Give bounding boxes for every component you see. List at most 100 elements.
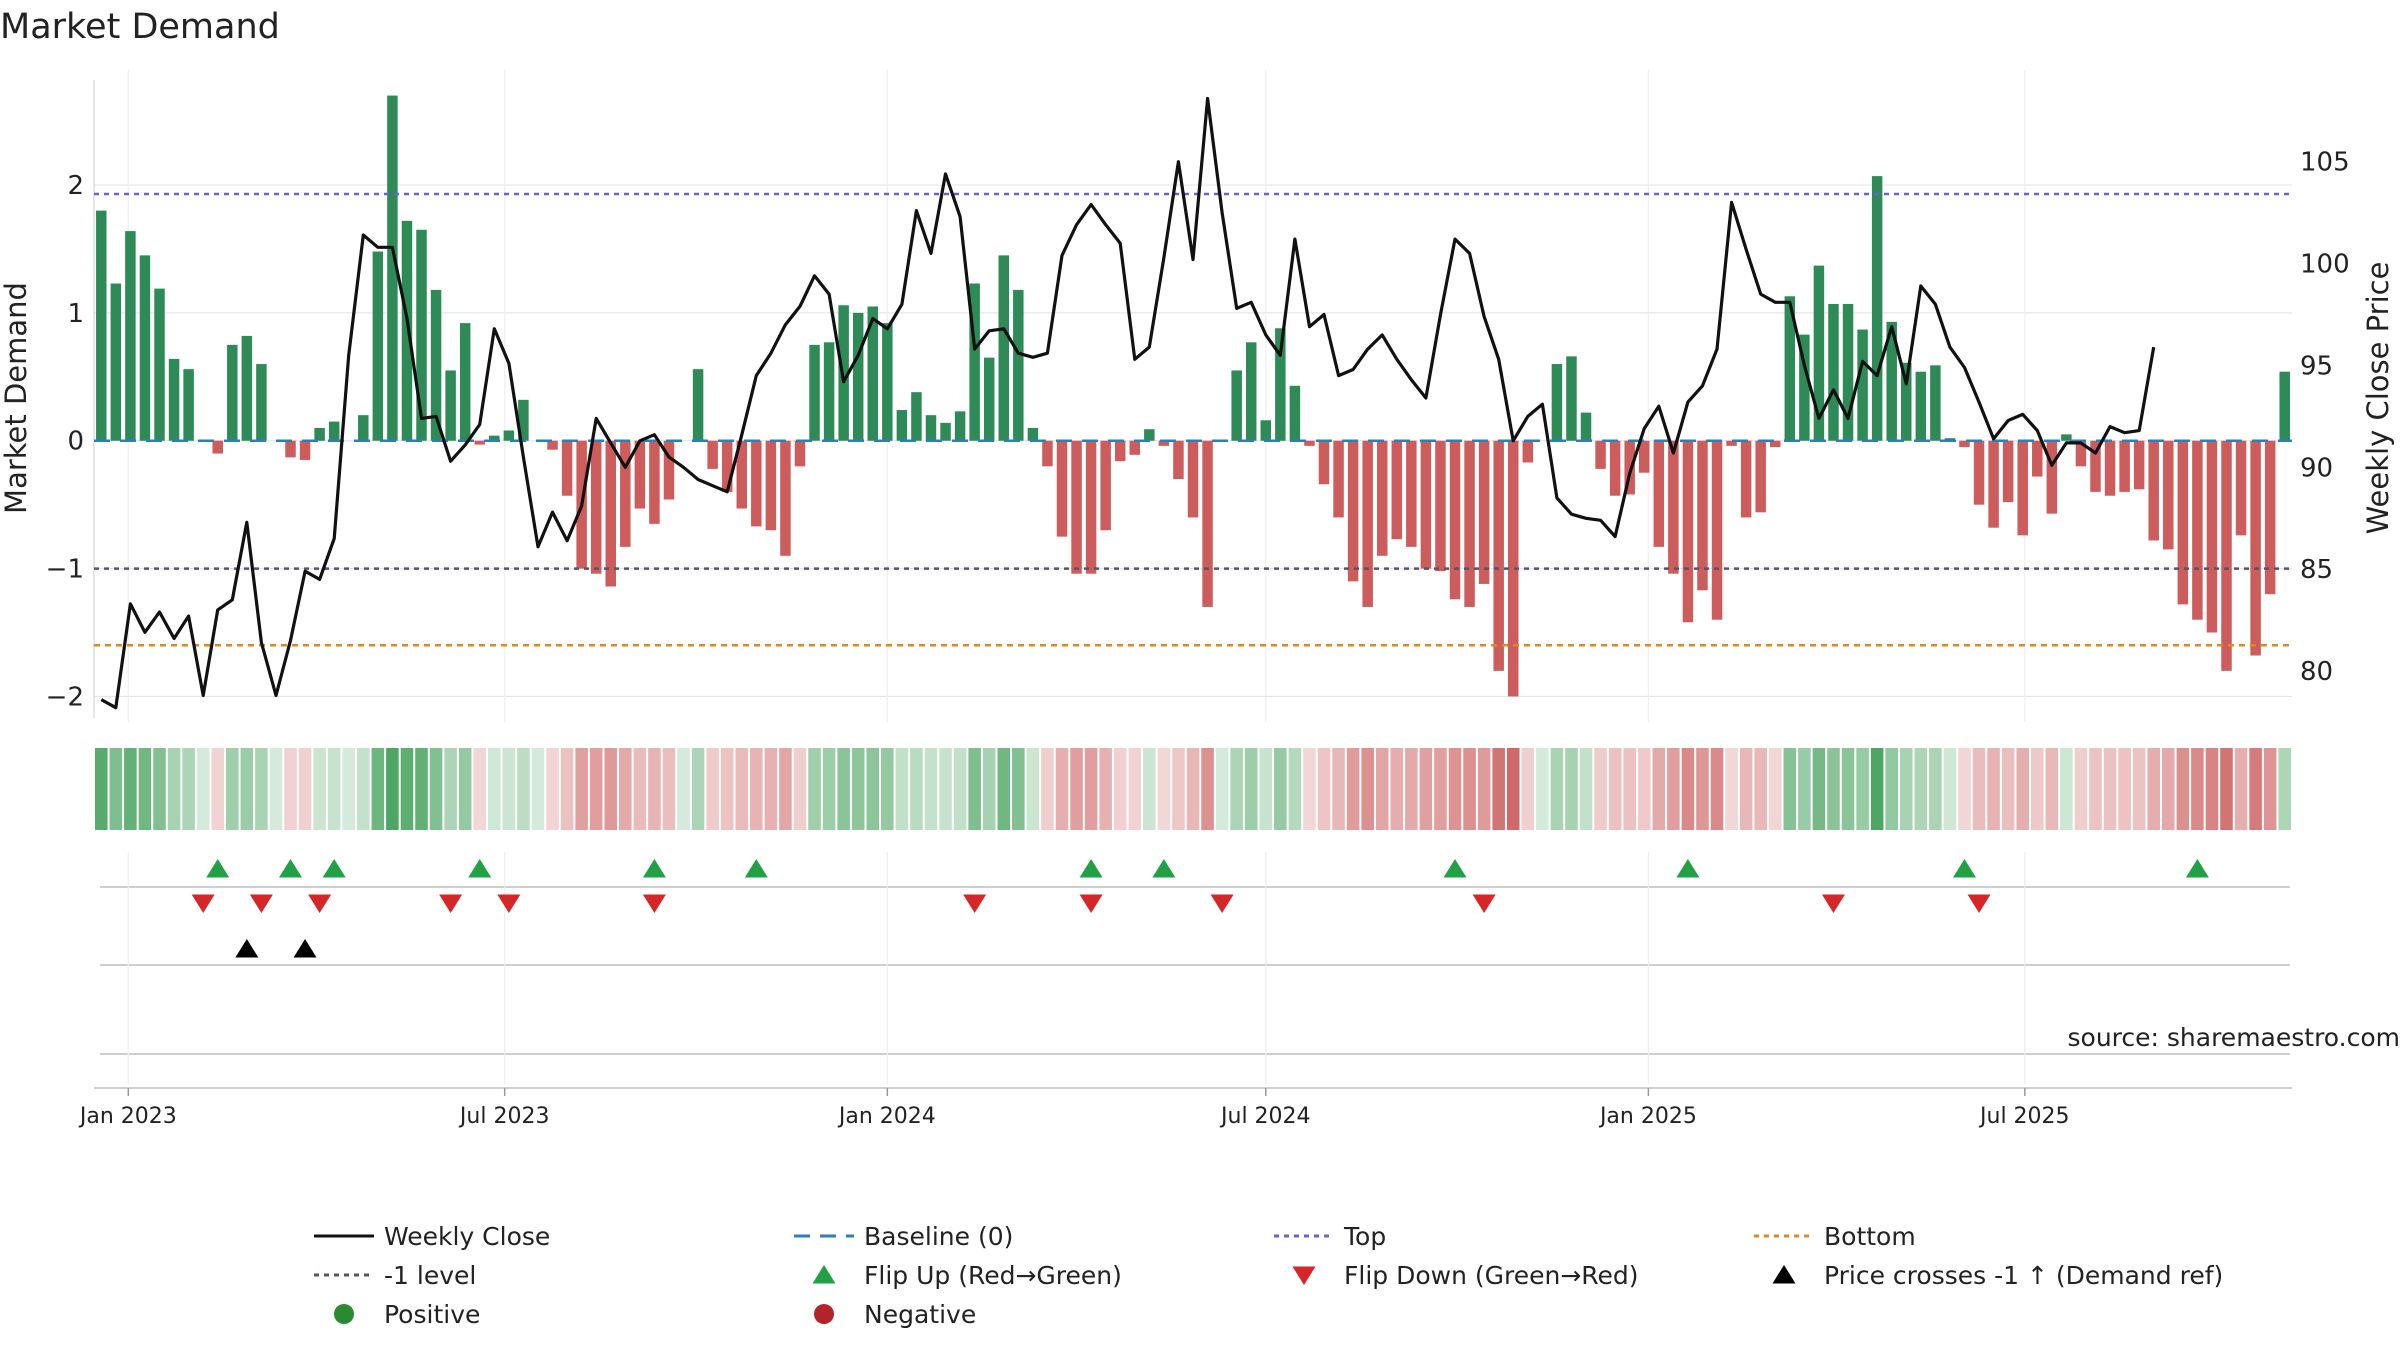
heat-cell <box>429 748 443 830</box>
demand-bar <box>1144 429 1155 441</box>
heat-cell <box>910 748 923 830</box>
flip-up-marker <box>1152 859 1176 878</box>
demand-bar <box>430 289 442 441</box>
heat-cell <box>1099 748 1112 830</box>
heat-cell <box>2016 748 2029 830</box>
flip-up-marker <box>1079 859 1103 878</box>
demand-bar <box>2163 440 2174 550</box>
heat-cell <box>1521 748 1535 830</box>
demand-bar <box>983 357 995 441</box>
heat-cell <box>881 748 894 830</box>
demand-bar <box>227 344 238 441</box>
demand-bar <box>1609 440 1621 496</box>
demand-bar <box>1959 440 1970 448</box>
y-axis-label: Market Demand <box>0 282 33 514</box>
heat-cell <box>1012 748 1025 830</box>
heat-cell <box>1492 748 1505 830</box>
heat-cell <box>2132 748 2146 830</box>
demand-bar <box>328 421 340 441</box>
demand-bar <box>1260 420 1272 441</box>
y-tick-label: 1 <box>67 299 84 329</box>
demand-bar <box>736 440 747 509</box>
heat-cell <box>895 748 909 830</box>
demand-bar <box>2221 440 2232 671</box>
demand-bar <box>1275 328 1286 441</box>
flip-up-marker <box>206 859 230 878</box>
legend: Weekly Close Baseline (0) Top Bottom -1 leve… <box>314 1222 2223 1329</box>
demand-bar <box>445 370 456 441</box>
demand-bar <box>1478 440 1490 584</box>
heat-cell <box>502 748 516 830</box>
demand-bar <box>299 440 311 460</box>
demand-bar <box>518 399 529 441</box>
heat-cell <box>124 748 137 830</box>
demand-bar <box>1697 440 1708 591</box>
heat-cell <box>575 748 588 830</box>
heat-cell <box>851 748 865 830</box>
heat-cell <box>517 748 530 830</box>
flip-down-marker <box>1079 894 1103 913</box>
demand-bar <box>1668 440 1679 574</box>
demand-bar <box>2046 440 2058 514</box>
y2-tick-label: 100 <box>2300 250 2350 280</box>
demand-bar <box>2061 434 2072 441</box>
event-marker-rows <box>94 852 2292 1089</box>
demand-bar <box>154 288 165 441</box>
heat-cell <box>1929 748 1942 830</box>
demand-bar <box>547 440 558 450</box>
demand-bar <box>751 440 762 527</box>
heat-cell <box>1594 748 1607 830</box>
legend-label: -1 level <box>384 1261 476 1290</box>
demand-bar <box>1449 440 1461 600</box>
heat-cell <box>1157 748 1171 830</box>
heat-cell <box>1448 748 1462 830</box>
flip-down-marker <box>963 894 987 913</box>
heat-cell <box>473 748 487 830</box>
demand-bar <box>765 440 777 531</box>
heat-cell <box>1405 748 1418 830</box>
demand-bar <box>590 440 602 574</box>
heat-cell <box>1536 748 1549 830</box>
price-cross-marker <box>293 939 317 958</box>
heat-cell <box>1725 748 1738 830</box>
legend-label: Positive <box>384 1300 480 1329</box>
demand-bar <box>1973 440 1985 505</box>
demand-bar <box>1056 440 1068 537</box>
heat-cell <box>1259 748 1273 830</box>
demand-bar <box>2104 440 2116 496</box>
demand-bar <box>1347 440 1359 582</box>
heat-cell <box>2060 748 2073 830</box>
heat-cell <box>1361 748 1374 830</box>
y2-tick-label: 80 <box>2300 657 2333 687</box>
demand-bar <box>2075 440 2087 467</box>
demand-bar <box>1828 303 1839 441</box>
y2-axis-label: Weekly Close Price <box>2361 262 2395 535</box>
y2-tick-label: 85 <box>2300 555 2333 585</box>
legend-label: Top <box>1343 1222 1386 1251</box>
heat-cell <box>2191 748 2204 830</box>
demand-bar <box>125 231 136 441</box>
heat-cell <box>546 748 559 830</box>
demand-bar <box>1930 365 1941 441</box>
demand-bar <box>1289 385 1301 441</box>
heat-cell <box>226 748 239 830</box>
heat-cell <box>808 748 821 830</box>
demand-bar <box>649 440 660 524</box>
flip-down-marker <box>497 894 521 913</box>
demand-bar <box>1042 440 1053 467</box>
heat-cell <box>1172 748 1185 830</box>
demand-bar <box>1711 440 1723 620</box>
demand-bar <box>1886 321 1897 441</box>
demand-bar <box>459 323 471 441</box>
legend-swatch <box>1292 1266 1316 1285</box>
demand-bar <box>823 342 835 441</box>
demand-bar <box>1071 440 1082 574</box>
heat-cell <box>997 748 1011 830</box>
demand-bar <box>707 440 718 469</box>
demand-bar <box>794 440 806 467</box>
demand-bar <box>1085 440 1097 574</box>
demand-bar <box>1376 440 1388 556</box>
heat-cell <box>2074 748 2088 830</box>
demand-heat-strip <box>95 748 2291 830</box>
